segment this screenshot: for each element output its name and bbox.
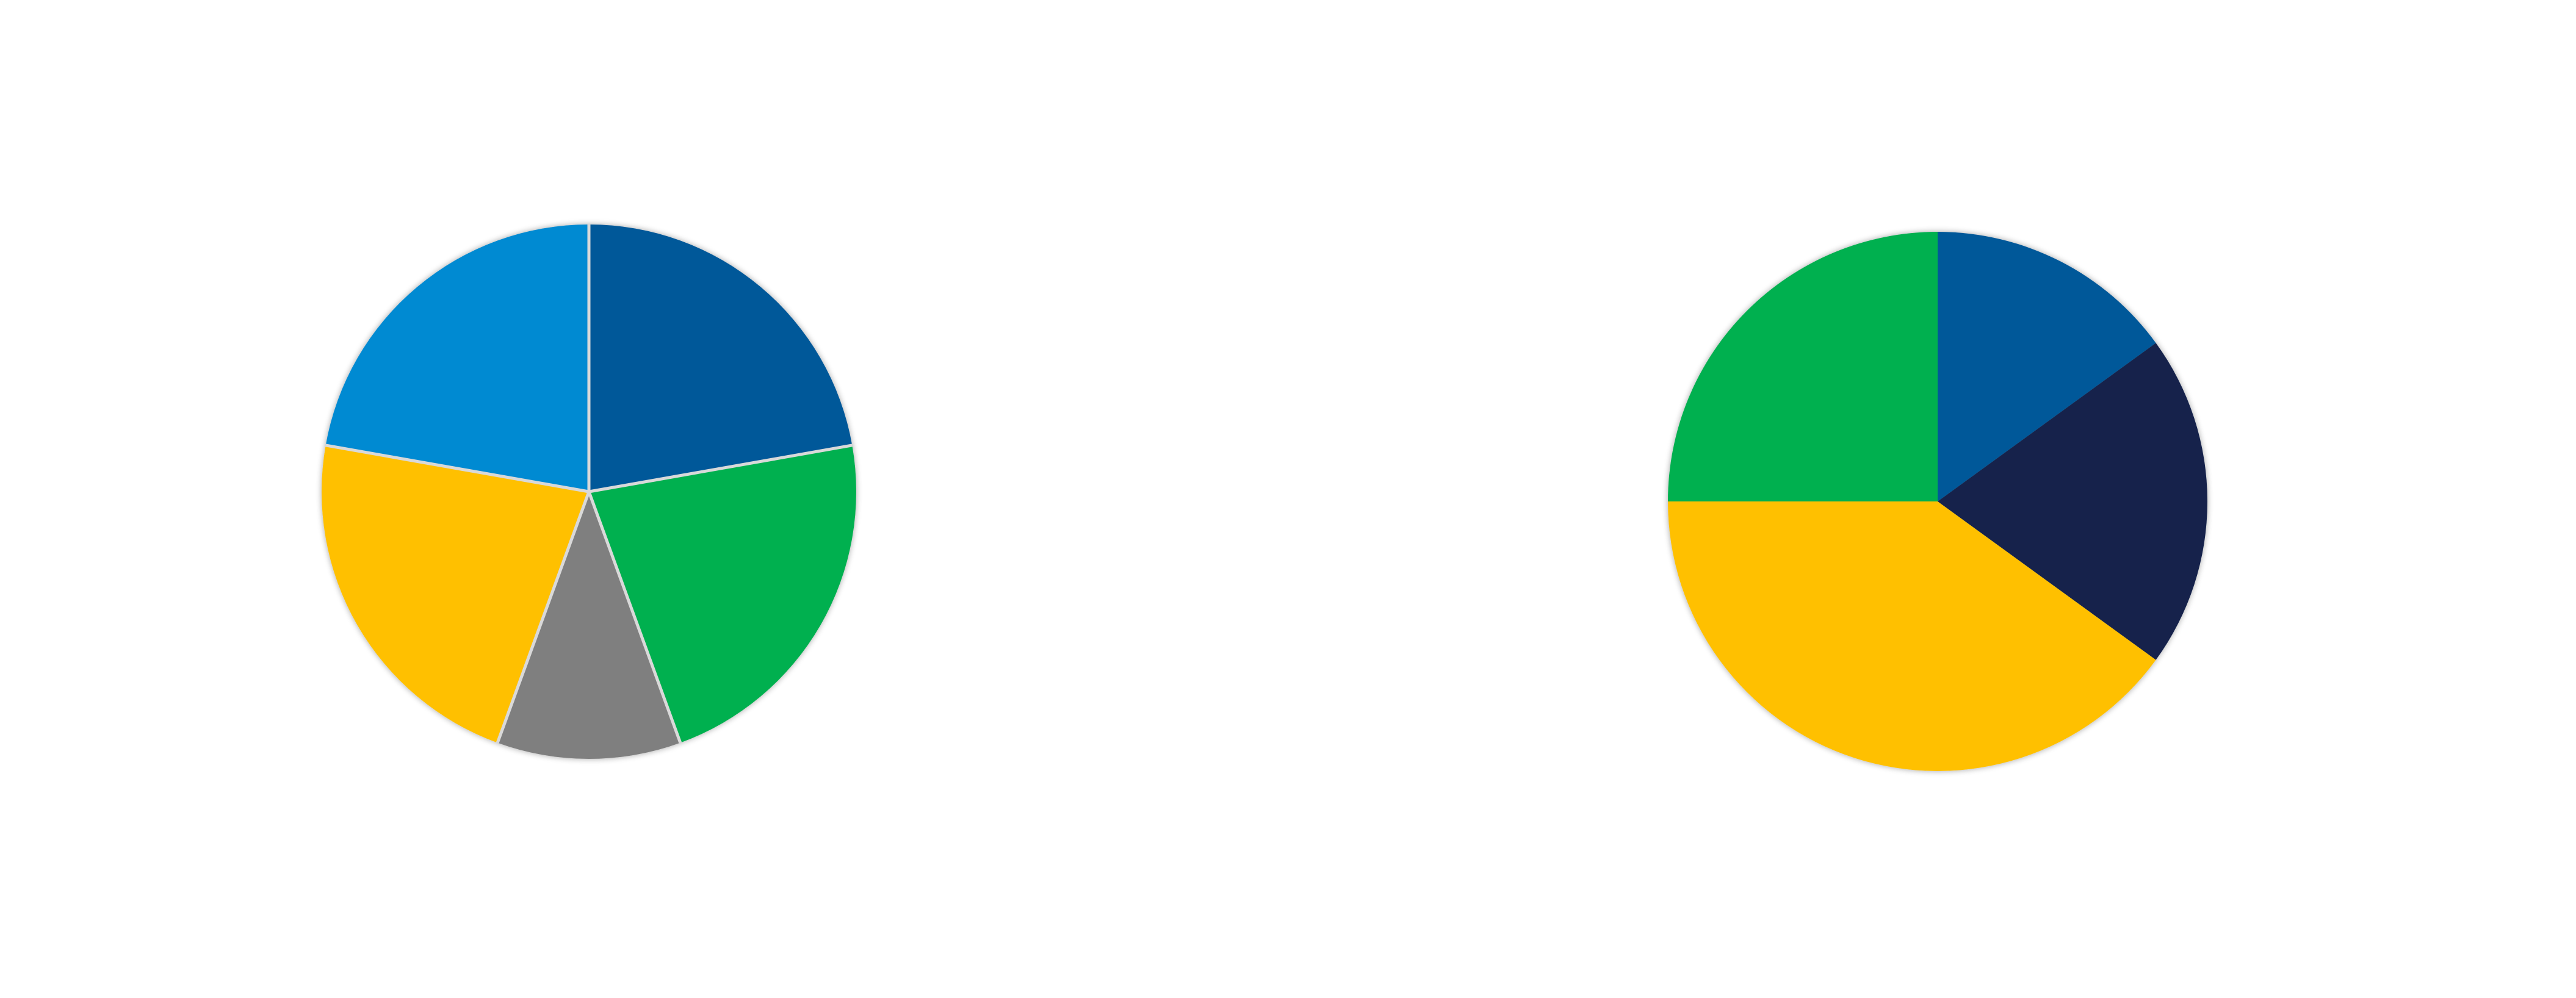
- pie-right-slice-4: [1668, 232, 1938, 501]
- pie-right-slice-2: [1938, 343, 2207, 660]
- pie-left-divider-5: [325, 443, 590, 494]
- pie-left-slice-4: [322, 445, 589, 743]
- pie-right-slice-1: [1938, 232, 2156, 501]
- pie-left-slice-2: [589, 445, 856, 743]
- pie-left-divider-3: [587, 491, 682, 744]
- pie-chart-right: [1668, 232, 2207, 771]
- pie-left-divider-4: [496, 491, 591, 744]
- pie-chart-left: [322, 224, 856, 759]
- pie-right-slice-3: [1668, 501, 2156, 771]
- pie-left-slice-1: [589, 224, 853, 492]
- pie-left-slice-3: [497, 492, 680, 759]
- pie-left-divider-2: [588, 443, 853, 494]
- pie-left-slice-5: [325, 224, 589, 492]
